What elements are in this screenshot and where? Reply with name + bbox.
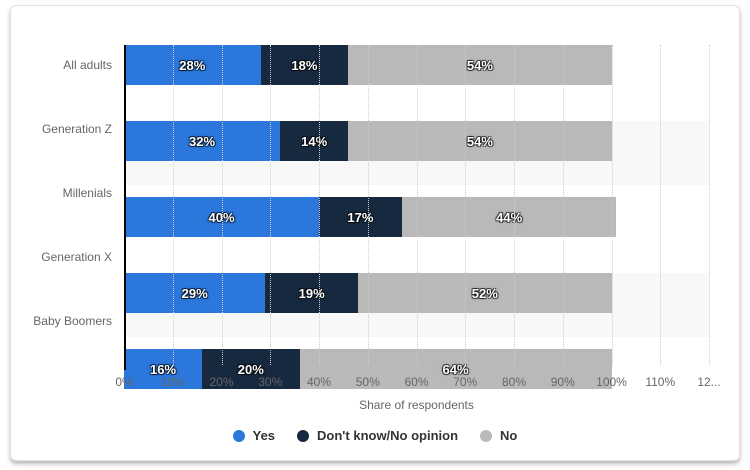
x-tick-40: 40% bbox=[306, 375, 332, 389]
stacked-bar-baby-boomers: 16% 20% 64% bbox=[124, 349, 709, 389]
gridline-10 bbox=[172, 45, 174, 365]
bar-value-label: 64% bbox=[442, 361, 469, 377]
x-tick-60: 60% bbox=[404, 375, 429, 389]
x-tick-0: 0% bbox=[115, 375, 133, 389]
legend-item-yes[interactable]: Yes bbox=[232, 428, 276, 443]
legend-label: No bbox=[500, 428, 518, 443]
gridline-110 bbox=[660, 45, 662, 365]
gridline-30 bbox=[270, 45, 272, 365]
bar-segment-don-t-know-no-opinion: 14% bbox=[280, 121, 349, 161]
x-tick-110: 110% bbox=[645, 375, 676, 389]
bar-segment-don-t-know-no-opinion: 18% bbox=[260, 45, 349, 85]
y-axis-line bbox=[124, 45, 126, 370]
chart-card: All adults Generation Z Millenials Generati… bbox=[10, 5, 740, 461]
bar-value-label: 16% bbox=[149, 361, 177, 377]
bar-segment-no: 44% bbox=[401, 197, 617, 237]
gridline-120 bbox=[709, 45, 710, 365]
bar-value-label: 52% bbox=[471, 285, 498, 301]
bar-segment-no: 54% bbox=[348, 45, 612, 85]
category-label-generation-z: Generation Z bbox=[41, 122, 112, 136]
x-tick-80: 80% bbox=[501, 375, 527, 389]
gridline-90 bbox=[562, 45, 564, 365]
gridline-70 bbox=[465, 45, 467, 365]
category-band-all-adults: 28% 18% 54% bbox=[124, 45, 709, 109]
gridline-50 bbox=[367, 45, 369, 365]
bar-value-label: 18% bbox=[291, 57, 318, 73]
x-tick-70: 70% bbox=[453, 375, 478, 389]
gridline-60 bbox=[416, 45, 418, 365]
bar-value-label: 19% bbox=[298, 285, 325, 301]
category-labels: All adults Generation Z Millenials Generati… bbox=[11, 33, 112, 353]
bar-value-label: 29% bbox=[181, 285, 208, 301]
bar-segment-no: 52% bbox=[358, 273, 612, 313]
bar-segment-yes: 16% bbox=[124, 349, 202, 389]
bar-value-label: 44% bbox=[496, 209, 523, 225]
bar-segment-no: 64% bbox=[299, 349, 612, 389]
gridline-100 bbox=[611, 45, 613, 365]
x-tick-20: 20% bbox=[209, 375, 234, 389]
x-axis-title: Share of respondents bbox=[359, 398, 474, 412]
bar-segment-no: 54% bbox=[348, 121, 612, 161]
x-tick-50: 50% bbox=[355, 375, 380, 389]
legend-label: Don't know/No opinion bbox=[317, 428, 459, 443]
bar-value-label: 32% bbox=[188, 133, 216, 149]
bar-value-label: 20% bbox=[237, 361, 264, 377]
bar-segment-don-t-know-no-opinion: 19% bbox=[265, 273, 358, 313]
stacked-bar-generation-z: 32% 14% 54% bbox=[124, 121, 709, 161]
legend: Yes Don't know/No opinion No bbox=[11, 428, 739, 443]
category-label-all-adults: All adults bbox=[63, 58, 112, 72]
legend-label: Yes bbox=[252, 428, 276, 443]
gridline-80 bbox=[514, 45, 515, 365]
bar-segment-don-t-know-no-opinion: 20% bbox=[202, 349, 300, 389]
x-axis-ticks: 0% 10% 20% 30% 40% 50% 60% 70% 80% 90% 100% 110% 12.… bbox=[115, 375, 720, 389]
category-label-baby-boomers: Baby Boomers bbox=[33, 314, 112, 328]
legend-item-don-t-know-no-opinion[interactable]: Don't know/No opinion bbox=[297, 428, 458, 443]
bar-value-label: 54% bbox=[466, 133, 493, 149]
plot-area: 28% 18% 54% 32% 14% 54% 40% 17% 44% 29% 19% 52% 16% 2… bbox=[124, 45, 710, 389]
bar-value-label: 17% bbox=[347, 209, 374, 225]
bar-segment-don-t-know-no-opinion: 17% bbox=[319, 197, 402, 237]
bar-value-label: 54% bbox=[466, 57, 493, 73]
bar-segment-yes: 28% bbox=[124, 45, 261, 85]
x-tick-120: 12... bbox=[697, 375, 721, 389]
bar-value-label: 28% bbox=[179, 57, 206, 73]
bar-segment-yes: 29% bbox=[124, 273, 266, 313]
gridline-40 bbox=[319, 45, 320, 365]
legend-dot-no bbox=[480, 429, 493, 442]
x-tick-100: 100% bbox=[596, 375, 627, 389]
stacked-bar-generation-x: 29% 19% 52% bbox=[124, 273, 709, 313]
category-label-generation-x: Generation X bbox=[41, 250, 112, 264]
category-band-baby-boomers: 16% 20% 64% bbox=[124, 349, 709, 413]
legend-dot-yes bbox=[232, 429, 245, 442]
legend-dot-don-t-know-no-opinion bbox=[297, 429, 310, 442]
x-tick-10: 10% bbox=[160, 375, 185, 389]
gridline-20 bbox=[221, 45, 223, 365]
stacked-bar-all-adults: 28% 18% 54% bbox=[124, 45, 709, 85]
legend-item-no[interactable]: No bbox=[480, 428, 517, 443]
plot-rows: 28% 18% 54% 32% 14% 54% 40% 17% 44% 29% 19% 52% 16% 2… bbox=[124, 45, 710, 389]
bar-value-label: 14% bbox=[301, 133, 328, 149]
x-tick-30: 30% bbox=[258, 375, 283, 389]
category-label-millenials: Millenials bbox=[62, 186, 112, 200]
x-tick-90: 90% bbox=[550, 375, 575, 389]
bar-segment-yes: 32% bbox=[124, 121, 280, 161]
